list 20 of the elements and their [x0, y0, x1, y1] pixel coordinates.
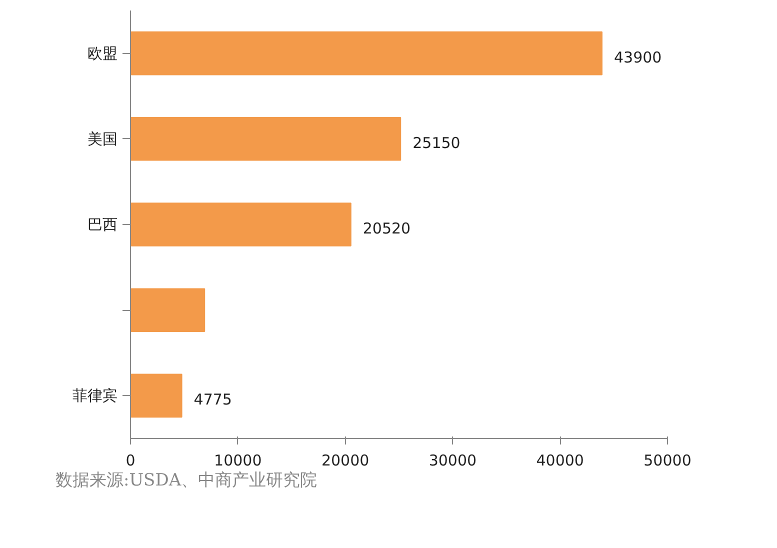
y-tick-label: 美国 [88, 130, 118, 148]
x-tick-label: 40000 [536, 452, 584, 470]
data-label: 25150 [412, 134, 460, 152]
bar [130, 288, 206, 332]
y-tick-label: 巴西 [88, 216, 118, 234]
x-tick-label: 0 [126, 452, 136, 470]
data-label: 43900 [614, 48, 662, 66]
bar [130, 117, 402, 161]
bar [130, 202, 352, 246]
y-tick-label: 欧盟 [88, 44, 118, 62]
y-tick-label: 菲律宾 [72, 386, 118, 405]
x-tick-label: 20000 [321, 452, 370, 470]
x-tick-label: 50000 [644, 452, 692, 470]
x-tick-label: 10000 [214, 452, 262, 470]
data-label: 20520 [362, 220, 411, 238]
data-label: 4775 [194, 390, 232, 409]
bar [130, 31, 602, 76]
x-tick-label: 30000 [428, 452, 477, 470]
bar [130, 374, 182, 418]
source-note: 数据来源:USDA、中商产业研究院 [56, 470, 318, 490]
